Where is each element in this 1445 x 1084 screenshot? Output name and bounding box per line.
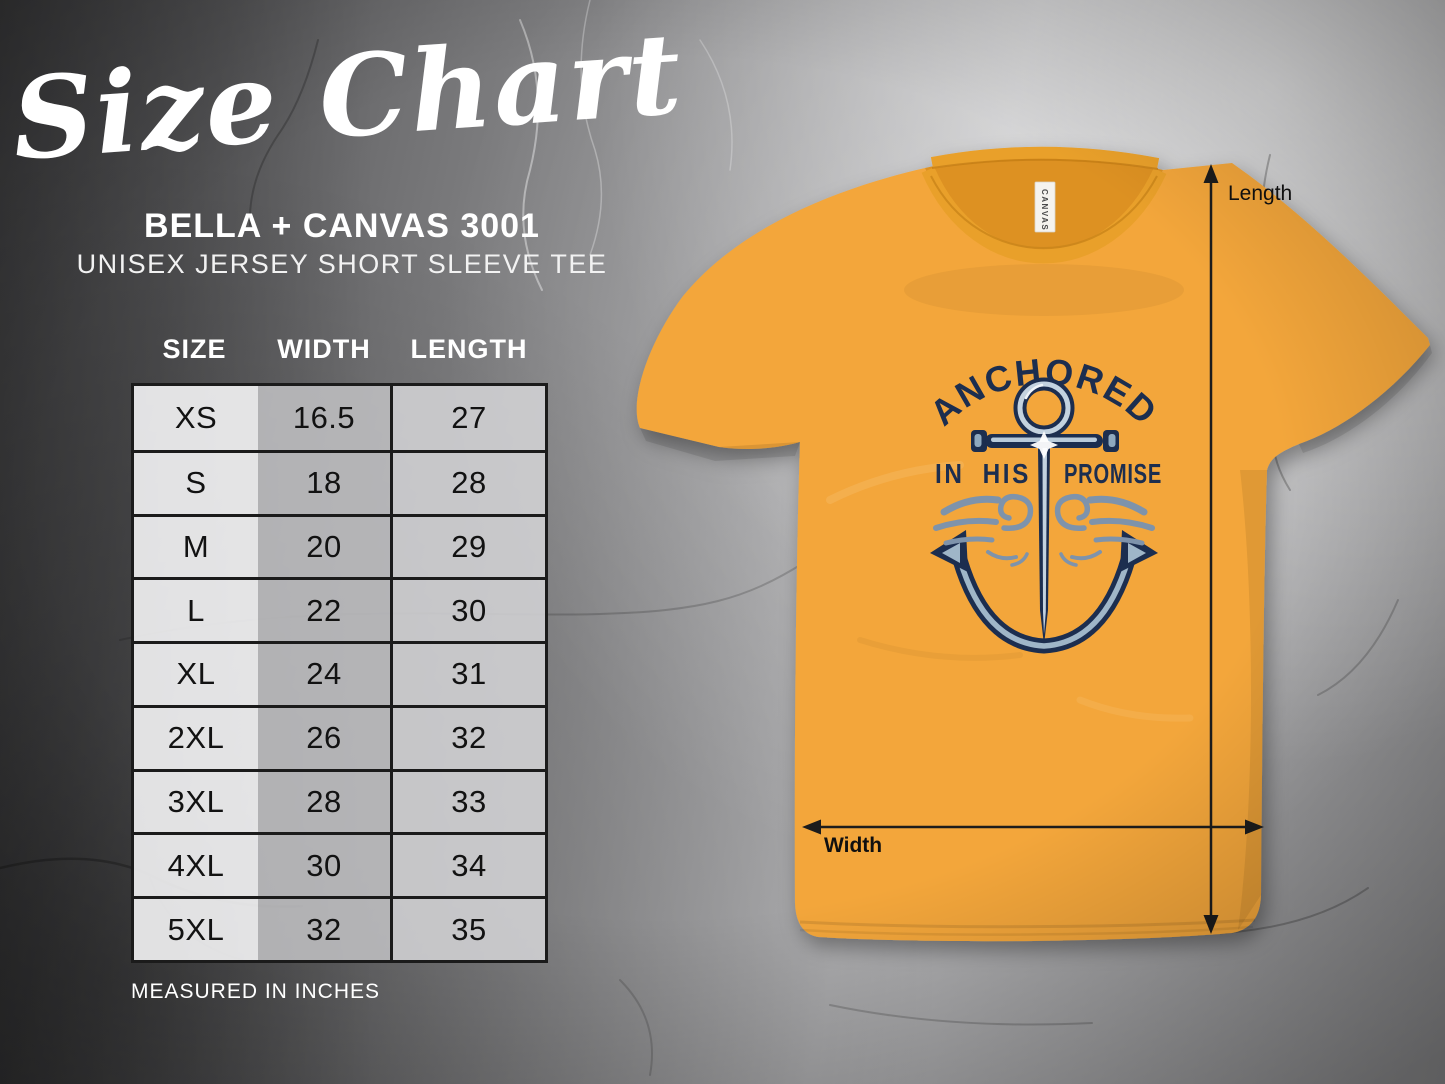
- size-cell: XL: [134, 641, 258, 705]
- size-cell: 5XL: [134, 896, 258, 960]
- col-header-length: LENGTH: [410, 334, 528, 364]
- length-label: Length: [1228, 182, 1292, 205]
- anchor-icon: [930, 377, 1158, 654]
- length-cell: 28: [390, 449, 545, 514]
- width-cell: 18: [258, 449, 390, 514]
- size-cell: S: [134, 449, 258, 514]
- size-cell: M: [134, 513, 258, 578]
- width-cell: 28: [258, 768, 390, 833]
- brand-line: BELLA + CANVAS 3001: [144, 207, 540, 245]
- length-cell: 29: [390, 513, 545, 578]
- sparkle-icon: [1030, 431, 1058, 459]
- col-header-size: SIZE: [162, 334, 227, 364]
- width-arrow: [802, 819, 1264, 835]
- length-cell: 33: [390, 768, 545, 833]
- size-cell: XS: [134, 386, 258, 450]
- neck-tag-text: CANVAS: [1040, 189, 1049, 231]
- size-cell: 2XL: [134, 704, 258, 769]
- length-cell: 34: [390, 832, 545, 897]
- length-cell: 35: [390, 896, 545, 960]
- length-cell: 32: [390, 704, 545, 769]
- table-header-row: SIZE WIDTH LENGTH: [131, 334, 548, 365]
- size-cell: L: [134, 577, 258, 642]
- width-cell: 22: [258, 577, 390, 642]
- width-cell: 26: [258, 704, 390, 769]
- size-cell: 3XL: [134, 768, 258, 833]
- width-cell: 24: [258, 641, 390, 705]
- length-cell: 31: [390, 641, 545, 705]
- width-label: Width: [824, 834, 882, 857]
- length-cell: 30: [390, 577, 545, 642]
- size-table: XS 16.5 27 S 18 28 M 20 29 L 22 30 XL 24…: [131, 383, 548, 963]
- fabric-folds: [640, 264, 1432, 936]
- length-cell: 27: [390, 386, 545, 450]
- design-right-text: PROMISE: [1064, 458, 1162, 489]
- tshirt-mockup: CANVAS ANCHORED: [636, 146, 1432, 942]
- units-note: MEASURED IN INCHES: [131, 980, 381, 1003]
- product-line: UNISEX JERSEY SHORT SLEEVE TEE: [76, 249, 608, 279]
- width-cell: 20: [258, 513, 390, 578]
- tshirt-body: [636, 163, 1430, 942]
- length-arrow: [1203, 164, 1219, 934]
- neck-tag: CANVAS: [1034, 181, 1056, 233]
- width-cell: 32: [258, 896, 390, 960]
- width-cell: 16.5: [258, 386, 390, 450]
- design-left-text: IN HIS: [935, 458, 1031, 489]
- collar: [921, 146, 1167, 264]
- width-cell: 30: [258, 832, 390, 897]
- size-cell: 4XL: [134, 832, 258, 897]
- col-header-width: WIDTH: [277, 334, 371, 364]
